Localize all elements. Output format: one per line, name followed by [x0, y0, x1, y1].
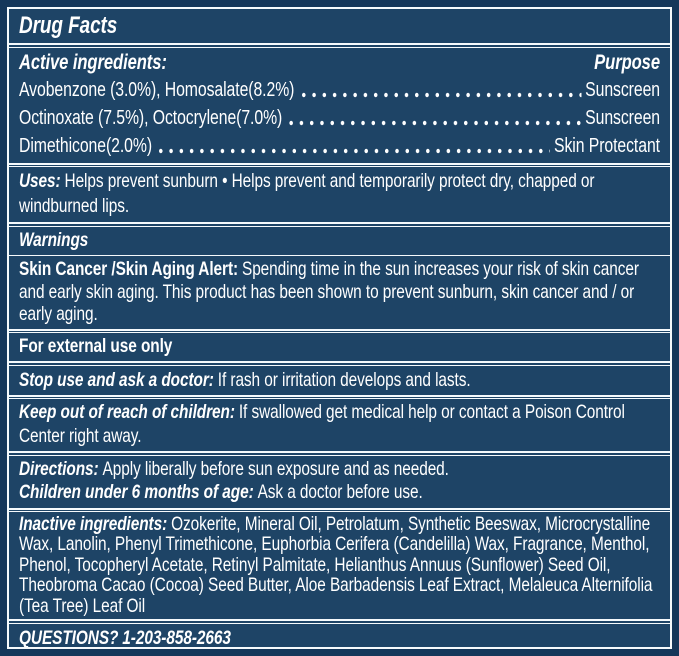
keep-out-section: Keep out of reach of children: If swallow…: [9, 399, 670, 451]
section-divider: [9, 394, 670, 399]
stop-use-label: Stop use and ask a doctor:: [19, 368, 214, 391]
section-divider: [9, 507, 670, 512]
ingredient-name: Dimethicone(2.0%): [19, 134, 153, 157]
active-ingredient-row: Avobenzone (3.0%), Homosalate(8.2%) Suns…: [19, 75, 660, 104]
purpose-heading: Purpose: [594, 50, 660, 74]
dot-leader: [155, 131, 551, 160]
inactive-ingredients-section: Inactive ingredients: Ozokerite, Mineral …: [9, 512, 670, 619]
drug-facts-panel: Drug Facts Active ingredients: Purpose A…: [7, 7, 672, 649]
ingredient-purpose: Sunscreen: [585, 78, 660, 101]
section-divider: [9, 451, 670, 456]
keep-out-paragraph: Keep out of reach of children: If swallow…: [19, 401, 660, 448]
external-use-heading: For external use only: [19, 335, 173, 357]
inactive-ingredients-label: Inactive ingredients:: [19, 513, 168, 535]
section-divider: [9, 328, 670, 333]
dot-leader: [286, 103, 582, 132]
drug-facts-title: Drug Facts: [19, 12, 118, 39]
skin-alert-text: Spending time in the sun increases your …: [19, 258, 639, 325]
external-use-section: For external use only: [9, 333, 670, 361]
active-ingredient-row: Dimethicone(2.0%) Skin Protectant: [19, 131, 660, 160]
uses-label: Uses:: [19, 170, 61, 192]
title-section: Drug Facts: [9, 9, 670, 43]
directions-text: Apply liberally before sun exposure and …: [102, 457, 449, 480]
section-divider: [9, 43, 670, 48]
inactive-ingredients-text: Ozokerite, Mineral Oil, Petrolatum, Synt…: [19, 513, 653, 617]
active-ingredients-header: Active ingredients: Purpose: [19, 50, 660, 76]
stop-use-text: If rash or irritation develops and lasts…: [217, 368, 471, 391]
children-label: Children under 6 months of age:: [19, 481, 254, 503]
section-divider: [9, 162, 670, 167]
children-text: Ask a doctor before use.: [257, 481, 423, 503]
skin-alert-paragraph: Skin Cancer /Skin Aging Alert: Spending t…: [19, 258, 660, 326]
uses-paragraph: Uses: Helps prevent sunburn • Helps preve…: [19, 169, 660, 219]
inactive-ingredients-paragraph: Inactive ingredients: Ozokerite, Mineral …: [19, 514, 660, 616]
questions-paragraph: QUESTIONS? 1-203-858-2663: [19, 626, 660, 649]
questions-section: QUESTIONS? 1-203-858-2663: [9, 624, 670, 649]
stop-use-section: Stop use and ask a doctor: If rash or irr…: [9, 366, 670, 395]
section-divider: [9, 361, 670, 366]
keep-out-text: If swallowed get medical help or contact…: [19, 401, 625, 447]
active-ingredient-row: Octinoxate (7.5%), Octocrylene(7.0%) Sun…: [19, 103, 660, 132]
children-paragraph: Children under 6 months of age: Ask a doc…: [19, 481, 660, 505]
questions-phone: 1-203-858-2663: [122, 626, 231, 649]
directions-paragraph: Directions: Apply liberally before sun ex…: [19, 458, 660, 482]
directions-section: Directions: Apply liberally before sun ex…: [9, 456, 670, 508]
section-divider-single: [9, 254, 670, 256]
dot-leader: [298, 75, 582, 104]
keep-out-label: Keep out of reach of children:: [19, 401, 235, 423]
ingredient-purpose: Skin Protectant: [554, 134, 660, 157]
ingredient-name: Avobenzone (3.0%), Homosalate(8.2%): [19, 78, 295, 101]
ingredient-purpose: Sunscreen: [585, 106, 660, 129]
ingredient-name: Octinoxate (7.5%), Octocrylene(7.0%): [19, 106, 283, 129]
active-ingredients-section: Active ingredients: Purpose Avobenzone (…: [9, 48, 670, 163]
section-divider: [9, 619, 670, 624]
skin-alert-section: Skin Cancer /Skin Aging Alert: Spending t…: [9, 256, 670, 329]
uses-section: Uses: Helps prevent sunburn • Helps preve…: [9, 167, 670, 222]
questions-label: QUESTIONS?: [19, 626, 119, 649]
warnings-heading: Warnings: [19, 228, 89, 251]
stop-use-paragraph: Stop use and ask a doctor: If rash or irr…: [19, 368, 660, 392]
active-ingredients-heading: Active ingredients:: [19, 50, 167, 74]
warnings-section: Warnings: [9, 227, 670, 255]
directions-label: Directions:: [19, 457, 99, 480]
skin-alert-label: Skin Cancer /Skin Aging Alert:: [19, 258, 239, 280]
uses-text: Helps prevent sunburn • Helps prevent an…: [19, 170, 595, 217]
section-divider: [9, 222, 670, 227]
